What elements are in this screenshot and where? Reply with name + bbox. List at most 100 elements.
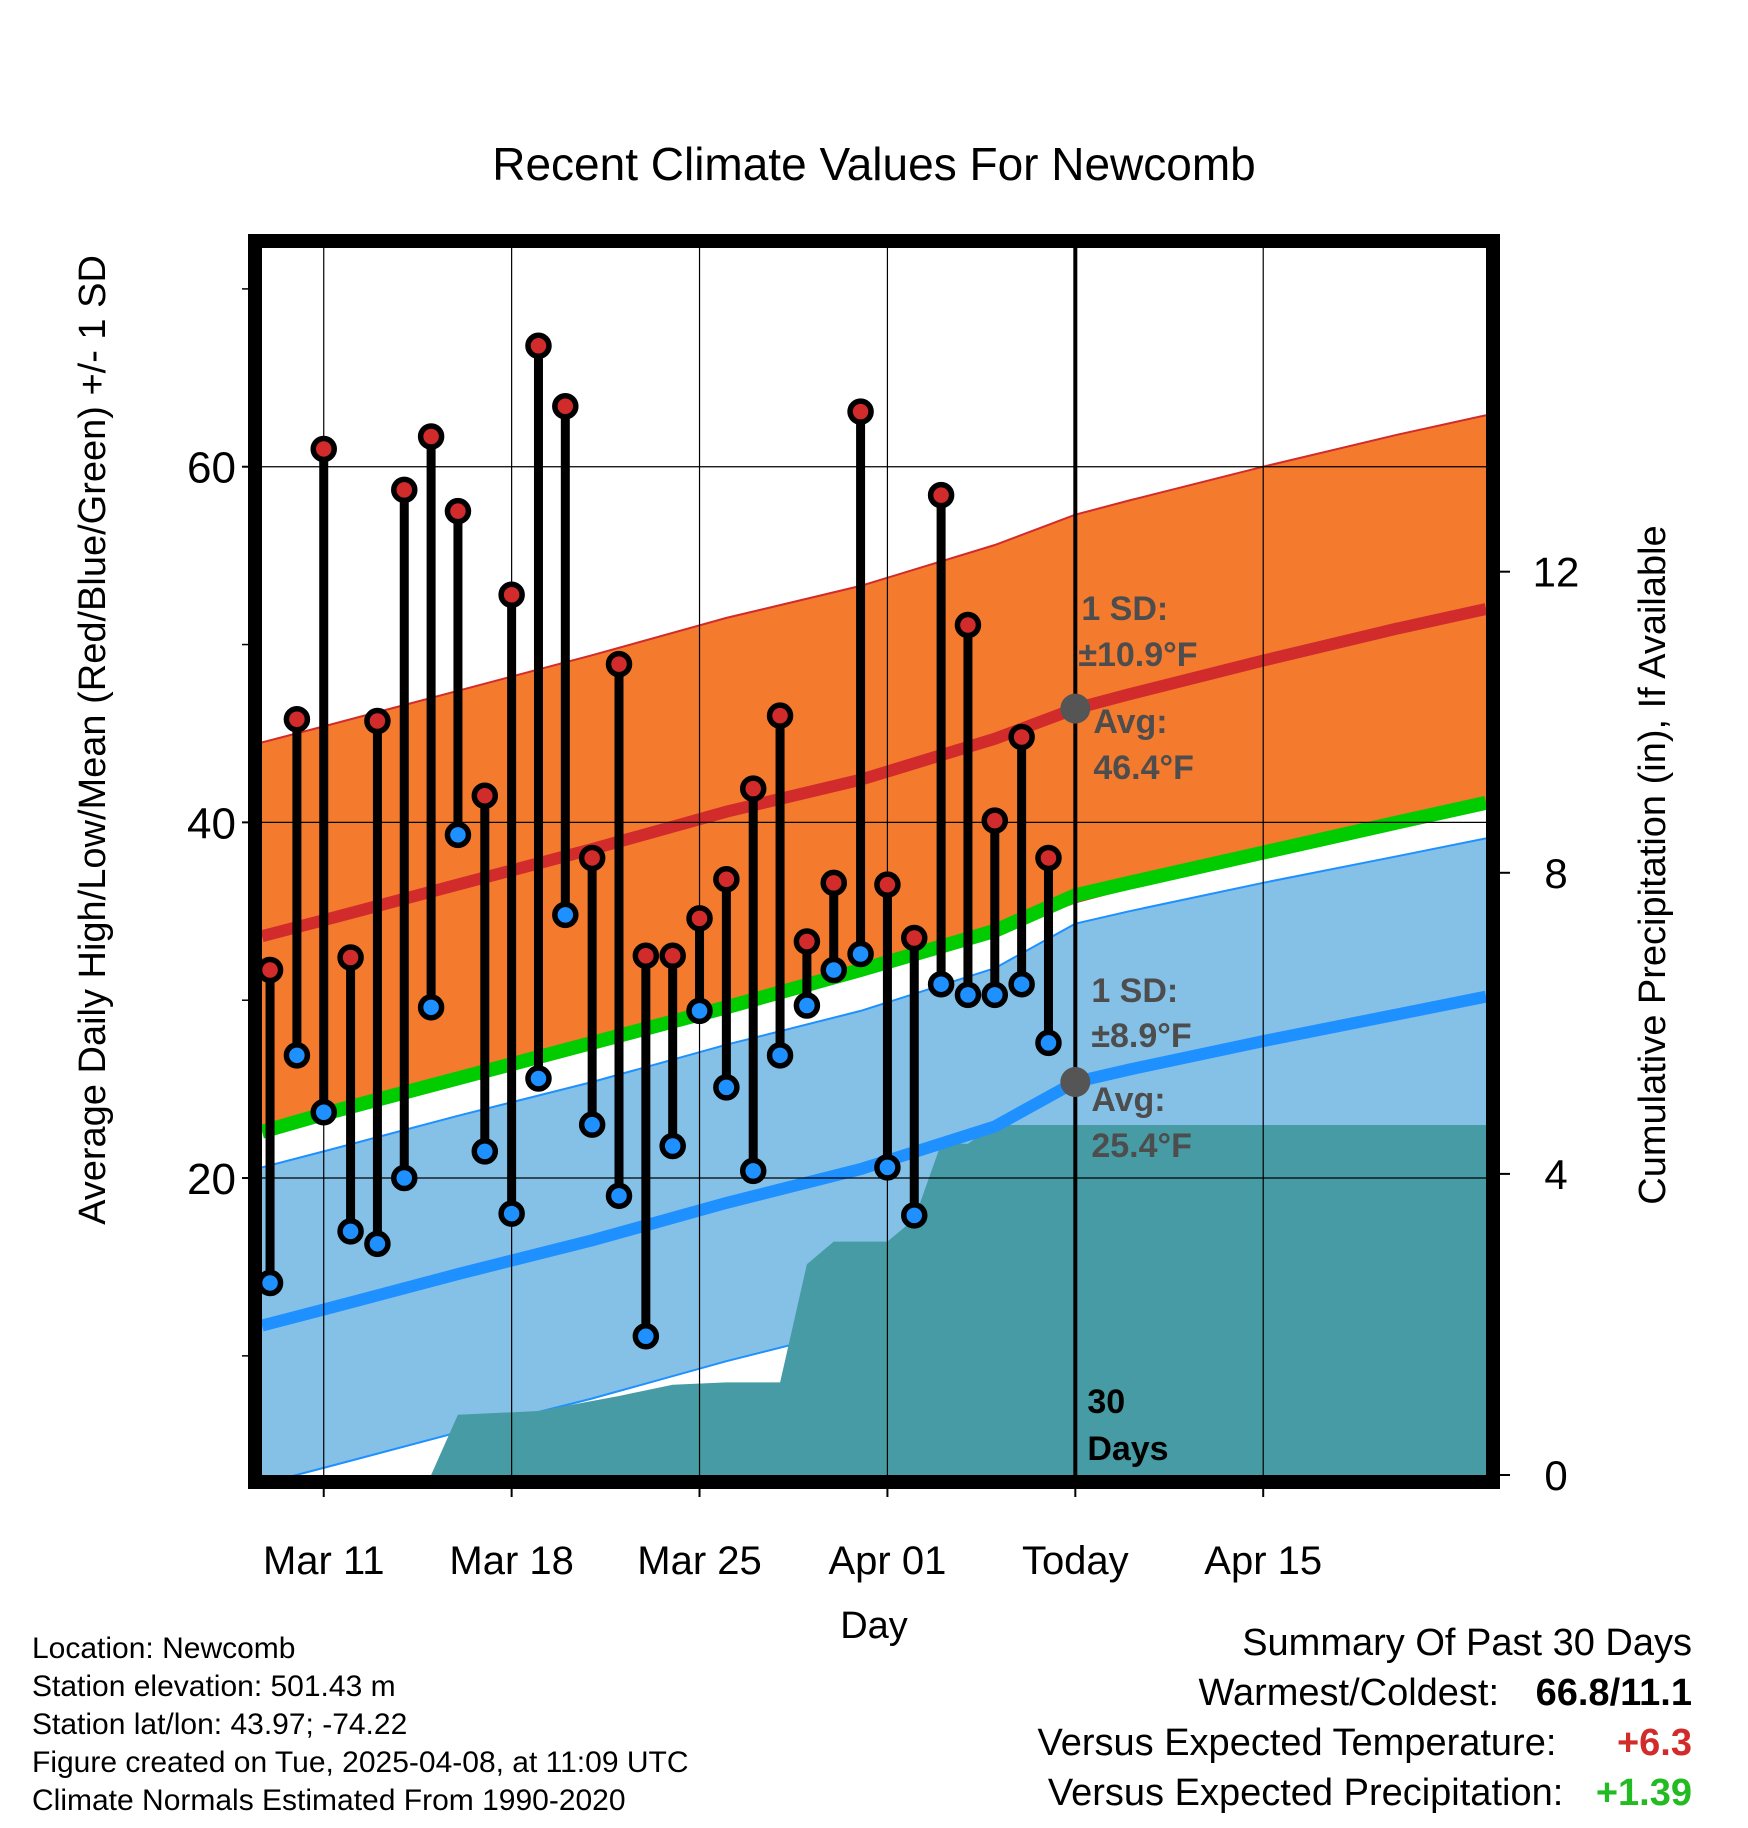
high-temp-point [262,956,284,984]
low-temp-point [364,1230,391,1258]
low-temp-point [1008,970,1035,998]
y-axis-label-left: Average Daily High/Low/Mean (Red/Blue/Gr… [72,255,114,1225]
normals-text: Climate Normals Estimated From 1990-2020 [32,1784,626,1817]
low-temp-point [391,1164,418,1192]
low-temp-point [927,970,955,998]
high-temp-point [874,871,901,898]
low-temp-point [739,1157,767,1185]
plot-clipped [262,248,1486,1475]
y-tick-label: 60 [187,444,236,493]
low-upper-edge [262,837,1486,1169]
warmest-label: Warmest/Coldest: [1198,1672,1500,1714]
warmest-value: 66.8/11.1 [1535,1672,1692,1714]
low-avg-label: Avg: [1091,1081,1165,1119]
low-temp-point [310,1098,337,1126]
high-temp-point [927,481,955,509]
low-temp-point [981,981,1009,1009]
x-tick-label: Apr 01 [828,1539,946,1583]
x-tick-label: Apr 15 [1204,1539,1322,1583]
high-avg-label: Avg: [1093,703,1167,741]
high-temp-point [498,581,525,609]
today-high-avg-marker [1060,693,1091,724]
high-temp-point [739,775,767,802]
summary-title: Summary Of Past 30 Days [1242,1622,1692,1664]
x-tick-label: Mar 11 [263,1539,385,1583]
low-temp-point [793,992,821,1019]
y-right-tick-label: 0 [1544,1452,1567,1499]
high-sd-label: 1 SD: [1081,590,1168,628]
low-temp-point [686,997,713,1025]
low-temp-point [552,901,579,929]
low-temp-point [525,1065,552,1092]
axes: 20 40 60 0 4 8 12 Mar 11 Mar 18 Mar 25 Apr 01 Today… [187,234,1580,1583]
low-temp-point [578,1111,606,1138]
low-temp-point [874,1154,901,1181]
y-axis-label-right: Cumulative Precipitation (in), If Availa… [1632,525,1674,1204]
summary-temperature: Versus Expected Temperature: +6.3 [1037,1722,1692,1765]
high-temp-point [847,398,874,425]
days-count-word: Days [1087,1430,1168,1468]
high-temp-point [686,905,713,932]
high-temp-point [364,707,391,735]
low-temp-point [766,1042,794,1069]
high-temp-point [1008,723,1035,751]
low-temp-point [820,956,847,984]
low-temp-point [498,1200,525,1227]
low-temp-point [283,1042,311,1069]
low-temp-point [713,1074,740,1101]
summary-precipitation: Versus Expected Precipitation: +1.39 [1048,1772,1692,1815]
mean-normal-line [262,795,1486,1139]
high-temp-point [578,844,606,872]
high-temp-point [632,942,660,969]
y-tick-label: 20 [187,1155,236,1204]
low-sd-value: ±8.9°F [1091,1017,1191,1055]
high-temp-point [444,497,472,525]
today-low-avg-marker [1060,1067,1091,1098]
temp-label: Versus Expected Temperature: [1037,1722,1557,1764]
high-temp-point [901,924,928,952]
low-temp-point [901,1202,928,1229]
low-temp-point [954,981,982,1009]
precip-label: Versus Expected Precipitation: [1047,1772,1564,1814]
y-right-tick-label: 8 [1544,850,1567,897]
high-temp-point [659,942,686,969]
low-temp-point [632,1323,660,1350]
y-right-tick-label: 4 [1544,1151,1567,1198]
high-sd-value: ±10.9°F [1078,636,1197,674]
high-avg-value: 46.4°F [1093,749,1194,787]
station-info: Location: Newcomb Station elevation: 501… [32,1630,689,1820]
high-temp-point [981,807,1009,834]
low-temp-point [471,1138,499,1165]
high-temp-point [417,423,445,450]
high-temp-point [820,869,847,897]
high-temp-point [283,705,311,733]
y-tick-label: 40 [187,799,236,848]
high-temp-point [471,782,499,809]
low-temp-point [659,1132,686,1160]
temp-value: +6.3 [1616,1722,1692,1764]
high-temp-point [766,702,794,729]
x-tick-label: Mar 18 [449,1539,574,1583]
low-avg-value: 25.4°F [1091,1127,1192,1165]
precip-value: +1.39 [1595,1772,1692,1814]
plot-area: 1 SD: ±10.9°F Avg: 46.4°F 1 SD: ±8.9°F Avg: 25.… [262,248,1486,1475]
x-tick-label: Mar 25 [637,1539,762,1583]
high-temp-point [793,928,821,955]
y-right-tick-label: 12 [1533,549,1580,596]
low-temp-point [1035,1029,1062,1057]
precipitation-area [262,1125,1486,1475]
low-temp-point [847,940,874,968]
low-sd-label: 1 SD: [1091,972,1178,1010]
high-temp-point [1035,844,1062,872]
summary-warmest: Warmest/Coldest: 66.8/11.1 [1198,1672,1692,1715]
low-temp-point [337,1218,364,1245]
elevation-text: Station elevation: 501.43 m [32,1670,396,1703]
high-temp-point [605,650,633,678]
low-temp-point [262,1269,284,1297]
low-temp-point [605,1182,633,1210]
x-axis-label: Day [840,1605,908,1647]
plot-frame [248,234,1500,1489]
high-temp-point [713,866,740,893]
high-temp-point [391,476,418,504]
